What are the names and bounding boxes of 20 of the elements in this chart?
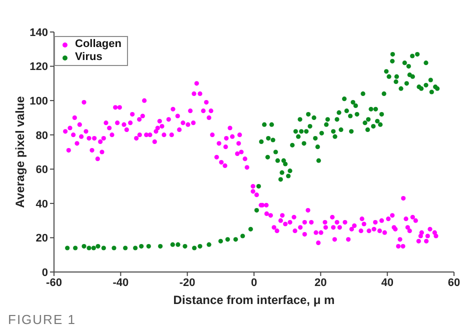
x-tick-label: 60 [448,276,460,289]
x-tick-label: 20 [314,276,327,289]
caption: FIGURE 1 [8,312,77,327]
y-axis-title: Average pixel value [13,96,27,208]
legend-label: Virus [75,51,102,64]
y-tick-label: 120 [30,61,48,74]
x-tick-label: -40 [112,276,129,289]
y-tick-label: 80 [36,130,48,142]
y-tick-label: 140 [30,26,48,39]
y-tick-label: 100 [30,95,48,108]
x-axis-title: Distance from interface, μ m [173,293,335,307]
x-tick-label: 0 [250,276,258,289]
y-tick-label: 60 [36,164,48,176]
y-tick-label: 40 [36,198,48,210]
y-tick-label: 0 [42,266,48,279]
legend-label: Collagen [75,38,122,51]
x-tick-label: -20 [179,276,196,289]
x-tick-label: -60 [46,276,62,289]
y-tick-label: 20 [36,232,48,245]
x-tick-label: 40 [381,276,394,289]
